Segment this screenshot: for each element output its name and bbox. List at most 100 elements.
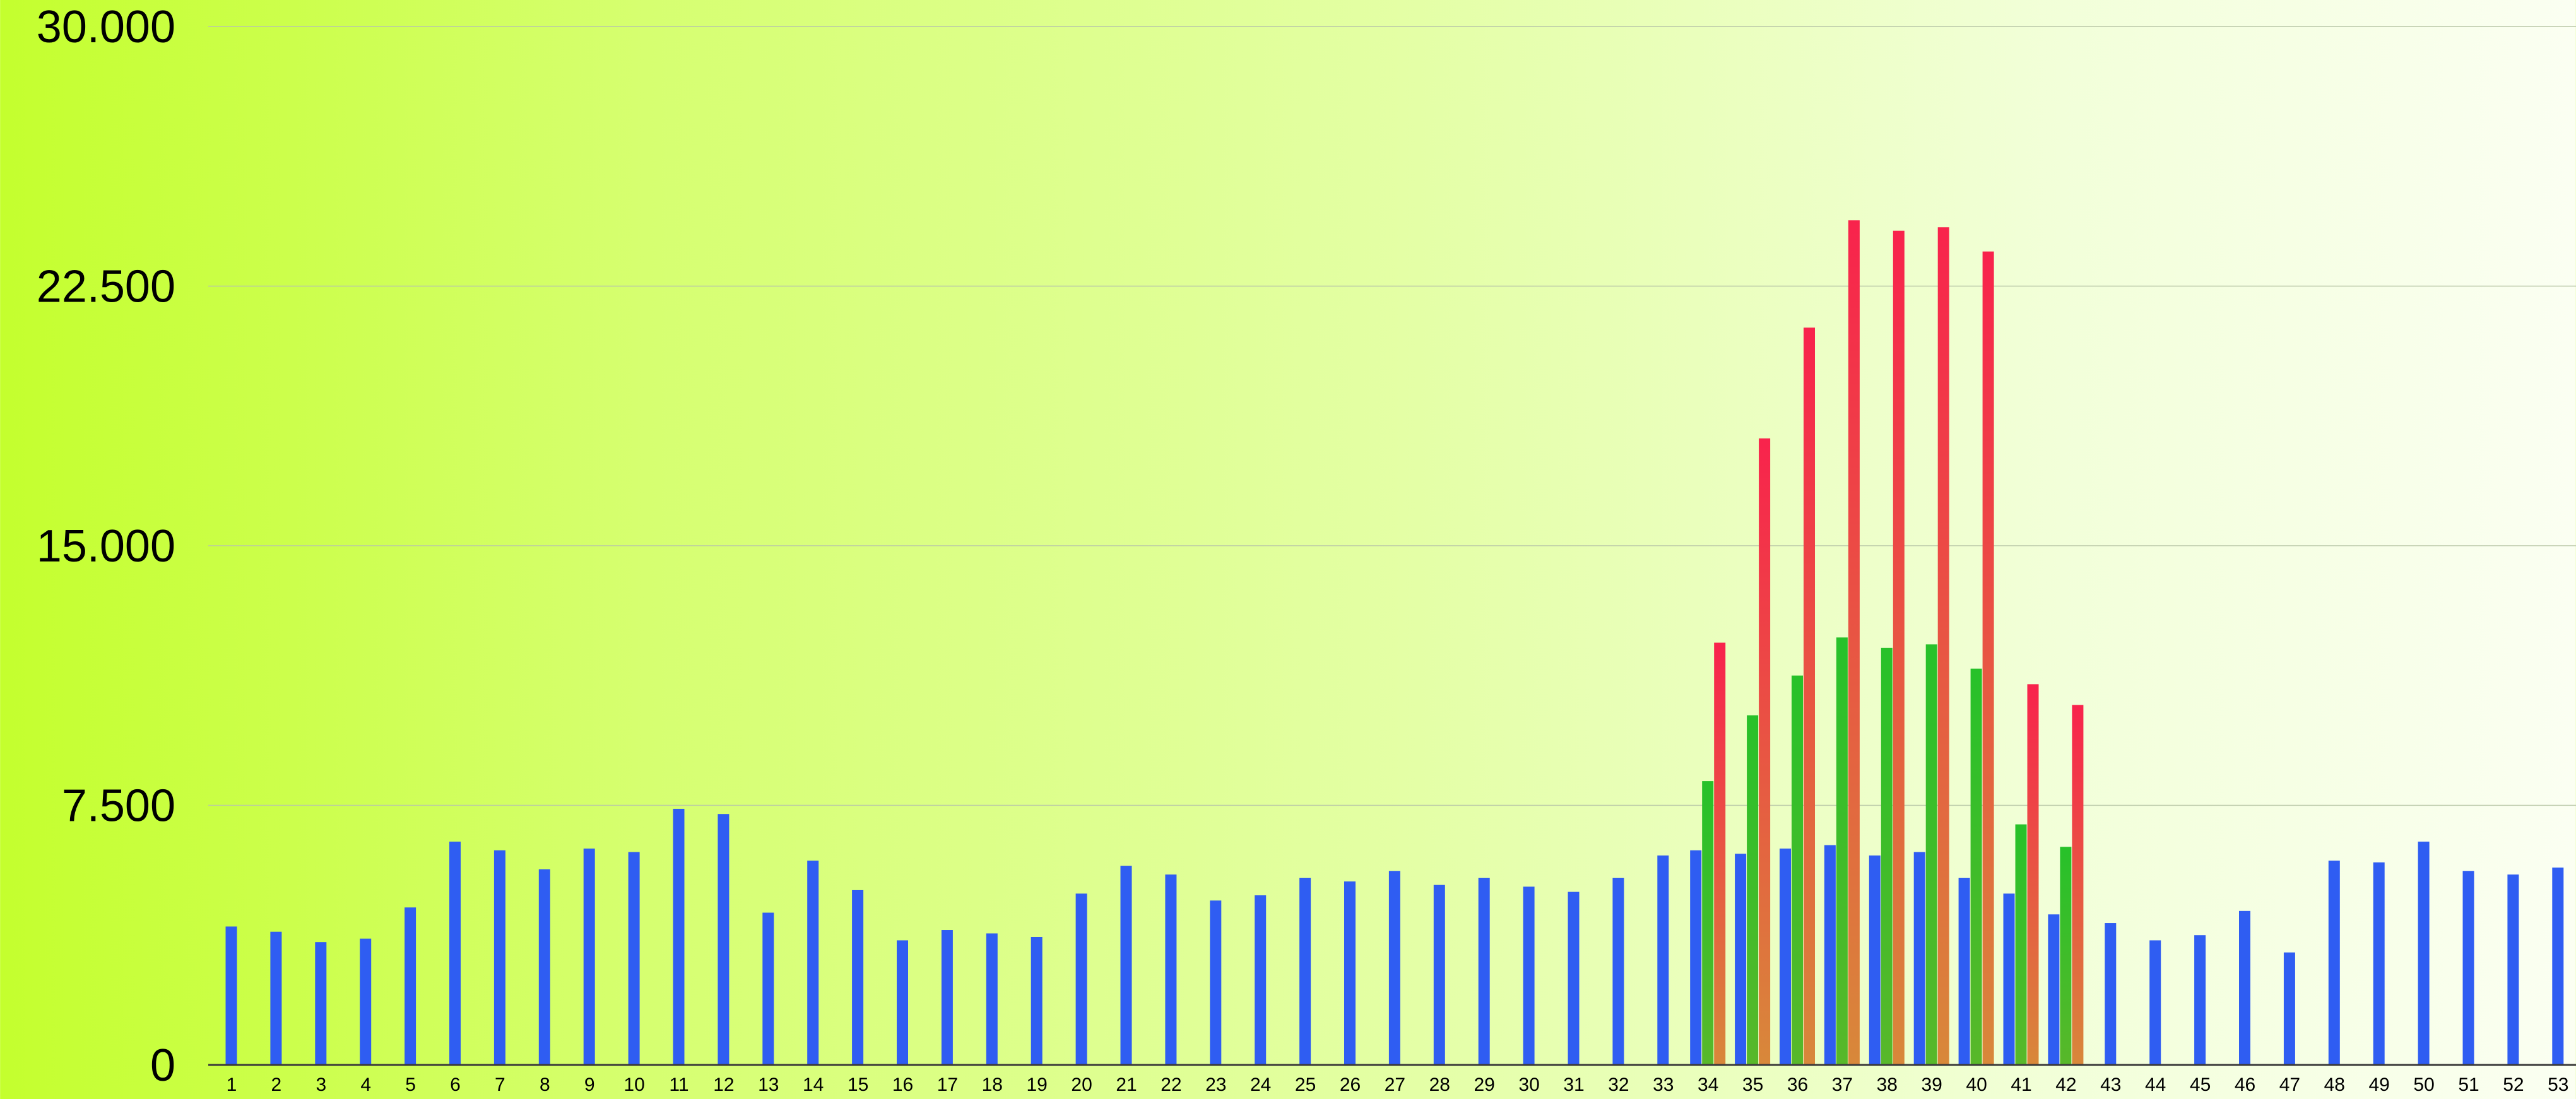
bar-series-green-bar <box>2015 824 2027 1065</box>
x-tick-label: 29 <box>1474 1074 1495 1095</box>
bar-series-blue-bar <box>2239 910 2250 1065</box>
bar-series-blue-bar <box>493 850 505 1065</box>
x-tick-label: 1 <box>227 1074 237 1095</box>
bar-series-blue-bar <box>2418 842 2430 1065</box>
bar-series-blue-bar <box>762 912 774 1065</box>
x-tick-label: 41 <box>2011 1074 2031 1095</box>
x-tick-label: 28 <box>1429 1074 1450 1095</box>
y-tick-label: 15.000 <box>37 521 175 572</box>
bar-series-blue-bar <box>1433 884 1445 1065</box>
bar-series-blue-bar <box>1824 845 1836 1065</box>
x-tick-label: 50 <box>2413 1074 2434 1095</box>
x-tick-label: 17 <box>937 1074 958 1095</box>
bar-series-blue-bar <box>1568 891 1580 1065</box>
x-tick-label: 34 <box>1698 1074 1718 1095</box>
bar-series-blue-bar <box>2328 861 2340 1065</box>
bar-series-blue-bar <box>1165 874 1177 1065</box>
x-axis-tick-labels: 1 2 3 4 5 6 7 8 9 10 11 12 13 14 15 16 17 18 19 20 21 22 23 24 2… <box>227 1074 2569 1095</box>
bar-series-blue-bar <box>718 814 730 1065</box>
bars <box>225 220 2564 1066</box>
x-tick-label: 42 <box>2055 1074 2076 1095</box>
bar-series-blue-bar <box>2003 893 2015 1065</box>
bar-series-blue-bar <box>270 931 282 1065</box>
bar-series-blue-bar <box>449 842 461 1065</box>
x-tick-label: 16 <box>892 1074 913 1095</box>
bar-series-blue-bar <box>2283 952 2295 1065</box>
x-tick-label: 31 <box>1563 1074 1584 1095</box>
bar-series-red-bar <box>1982 251 1994 1066</box>
bar-series-green-bar <box>2060 847 2072 1065</box>
bar-series-blue-bar <box>1255 895 1267 1065</box>
x-tick-label: 27 <box>1385 1074 1405 1095</box>
bar-series-green-bar <box>1881 647 1893 1065</box>
bar-series-blue-bar <box>1478 878 1490 1065</box>
x-tick-label: 45 <box>2190 1074 2211 1095</box>
x-tick-label: 2 <box>271 1074 282 1095</box>
bar-series-blue-bar <box>1612 878 1624 1065</box>
bar-series-blue-bar <box>2552 867 2564 1065</box>
bar-series-green-bar <box>1925 644 1937 1065</box>
bar-series-blue-bar <box>225 926 237 1065</box>
x-tick-label: 30 <box>1518 1074 1539 1095</box>
bar-series-blue-bar <box>1120 866 1132 1065</box>
bar-series-blue-bar <box>807 861 819 1065</box>
bar-series-blue-bar <box>2507 874 2519 1065</box>
x-tick-label: 48 <box>2324 1074 2345 1095</box>
x-tick-label: 51 <box>2458 1074 2479 1095</box>
y-tick-label: 7.500 <box>62 781 175 832</box>
bar-series-green-bar <box>1792 675 1803 1065</box>
x-tick-label: 10 <box>623 1074 644 1095</box>
x-tick-label: 11 <box>669 1074 688 1095</box>
x-tick-label: 25 <box>1295 1074 1316 1095</box>
bar-series-blue-bar <box>360 938 372 1065</box>
bar-series-blue-bar <box>2105 923 2117 1065</box>
bar-series-blue-bar <box>583 849 595 1065</box>
bar-series-blue-bar <box>986 933 998 1065</box>
x-tick-label: 14 <box>803 1074 824 1095</box>
x-tick-label: 40 <box>1966 1074 1987 1095</box>
x-tick-label: 33 <box>1653 1074 1674 1095</box>
x-tick-label: 52 <box>2503 1074 2524 1095</box>
bar-series-blue-bar <box>1299 878 1311 1065</box>
bar-series-red-bar <box>1759 438 1771 1065</box>
bar-series-blue-bar <box>2462 871 2474 1065</box>
x-tick-label: 43 <box>2100 1074 2121 1095</box>
bar-series-blue-bar <box>1210 900 1222 1065</box>
x-tick-label: 4 <box>360 1074 371 1095</box>
bar-series-blue-bar <box>538 869 550 1065</box>
bar-series-red-bar <box>2027 684 2039 1065</box>
x-tick-label: 37 <box>1832 1074 1853 1095</box>
bar-series-blue-bar <box>2373 862 2385 1065</box>
bar-series-red-bar <box>1848 220 1860 1066</box>
bar-series-blue-bar <box>1780 849 1791 1065</box>
x-tick-label: 47 <box>2279 1074 2300 1095</box>
y-tick-label: 0 <box>150 1040 175 1091</box>
bar-series-blue-bar <box>315 942 327 1065</box>
bar-series-blue-bar <box>1344 881 1356 1065</box>
bar-series-green-bar <box>1836 637 1848 1065</box>
x-tick-label: 12 <box>713 1074 734 1095</box>
x-tick-label: 36 <box>1787 1074 1808 1095</box>
bar-series-blue-bar <box>2149 940 2161 1065</box>
bar-series-blue-bar <box>673 808 685 1065</box>
bar-series-green-bar <box>1747 715 1759 1065</box>
x-tick-label: 19 <box>1027 1074 1048 1095</box>
x-tick-label: 21 <box>1116 1074 1137 1095</box>
x-tick-label: 18 <box>982 1074 1003 1095</box>
bar-series-blue-bar <box>1735 854 1747 1065</box>
bar-series-red-bar <box>1804 327 1815 1065</box>
bar-series-red-bar <box>1714 642 1726 1065</box>
x-tick-label: 35 <box>1742 1074 1763 1095</box>
bar-series-blue-bar <box>1913 852 1925 1065</box>
bar-series-blue-bar <box>2194 935 2206 1065</box>
x-tick-label: 5 <box>405 1074 416 1095</box>
bar-series-blue-bar <box>1388 871 1400 1065</box>
x-tick-label: 15 <box>848 1074 868 1095</box>
x-tick-label: 3 <box>316 1074 326 1095</box>
bar-series-red-bar <box>1893 230 1905 1065</box>
bar-series-red-bar <box>2072 705 2084 1065</box>
y-tick-label: 22.500 <box>37 262 175 312</box>
bar-series-green-bar <box>1970 668 1982 1065</box>
gridlines <box>208 26 2576 806</box>
